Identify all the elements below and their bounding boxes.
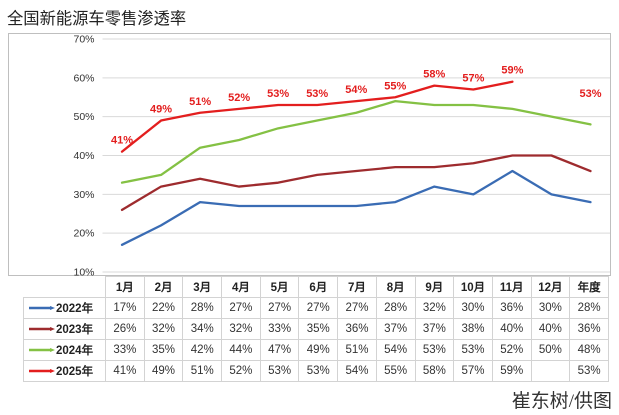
- svg-text:51%: 51%: [189, 96, 211, 108]
- svg-text:30%: 30%: [73, 189, 94, 201]
- svg-text:50%: 50%: [73, 111, 94, 123]
- svg-text:40%: 40%: [73, 150, 94, 162]
- svg-text:52%: 52%: [228, 92, 250, 104]
- svg-text:53%: 53%: [579, 88, 601, 100]
- svg-text:41%: 41%: [111, 135, 133, 147]
- svg-text:70%: 70%: [73, 34, 94, 46]
- svg-text:49%: 49%: [150, 104, 172, 116]
- svg-text:55%: 55%: [384, 80, 406, 92]
- svg-text:59%: 59%: [501, 65, 523, 77]
- svg-text:53%: 53%: [267, 88, 289, 100]
- svg-text:60%: 60%: [73, 72, 94, 84]
- svg-text:54%: 54%: [345, 84, 367, 96]
- svg-text:53%: 53%: [306, 88, 328, 100]
- svg-text:58%: 58%: [423, 69, 445, 81]
- svg-text:57%: 57%: [462, 72, 484, 84]
- svg-text:20%: 20%: [73, 228, 94, 240]
